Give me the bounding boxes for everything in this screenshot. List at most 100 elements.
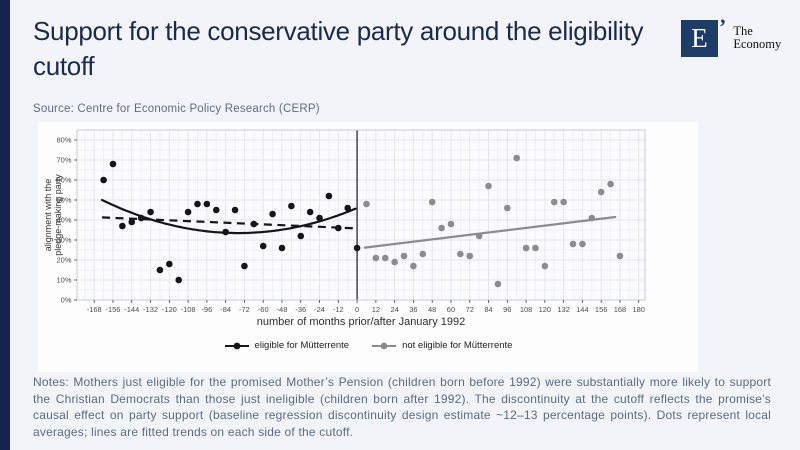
logo-name: The Economy: [733, 20, 781, 51]
x-tick-label: -60: [258, 305, 269, 314]
data-point-not-eligible: [419, 250, 427, 258]
x-tick-label: -168: [87, 305, 102, 314]
x-tick-label: -24: [314, 305, 325, 314]
legend-item-not-eligible: not eligible for Mütterrente: [371, 340, 512, 351]
chart-svg: -168 -156 -144 -132 -120 -108 -96 -84 -72 -60 -48-…: [43, 129, 646, 328]
data-point-not-eligible: [447, 220, 455, 228]
x-tick-label: 12: [372, 305, 380, 314]
chart-legend: eligible for Mütterrente not eligible fo…: [38, 340, 698, 351]
x-tick-label: -84: [220, 305, 231, 314]
y-axis-label: alignment with thepledge-making party: [43, 174, 63, 256]
data-point-eligible: [203, 200, 211, 208]
data-point-not-eligible: [597, 188, 605, 196]
x-tick-label: 156: [595, 305, 608, 314]
x-tick-label: -120: [162, 305, 177, 314]
data-point-eligible: [241, 262, 248, 270]
x-tick-label: 0: [355, 305, 359, 314]
data-point-not-eligible: [410, 262, 417, 270]
y-tick-label: 40%: [56, 216, 71, 225]
x-tick-label: 24: [390, 305, 398, 314]
logo-name-line2: Economy: [733, 37, 782, 51]
data-point-eligible: [306, 208, 314, 216]
data-point-not-eligible: [372, 254, 380, 262]
legend-symbol-not-eligible-icon: [372, 342, 397, 349]
data-point-eligible: [335, 224, 342, 232]
x-axis-label: number of months prior/after January 199…: [257, 316, 466, 328]
legend-symbol-eligible-icon: [224, 342, 249, 349]
data-point-not-eligible: [569, 240, 577, 248]
x-tick-label: 84: [484, 305, 492, 314]
data-point-eligible: [119, 222, 126, 230]
y-tick-label: 10%: [56, 276, 71, 285]
x-tick-label: -96: [201, 305, 212, 314]
y-tick-label: 70%: [56, 156, 71, 165]
data-point-eligible: [137, 214, 145, 222]
data-point-not-eligible: [550, 198, 558, 206]
data-point-not-eligible: [381, 254, 389, 262]
plot-panel: [77, 130, 645, 300]
data-point-eligible: [222, 228, 229, 236]
data-point-eligible: [269, 210, 276, 218]
x-tick-label: 60: [447, 305, 455, 314]
logo: E ’ The Economy: [681, 14, 781, 57]
data-point-not-eligible: [494, 280, 502, 288]
data-point-eligible: [325, 192, 333, 200]
data-point-eligible: [184, 208, 192, 216]
logo-name-line1: The: [733, 24, 753, 38]
legend-label-not-eligible: not eligible for Mütterrente: [402, 340, 513, 351]
data-point-eligible: [147, 208, 154, 216]
data-point-not-eligible: [616, 252, 624, 260]
y-tick-label: 80%: [56, 136, 71, 145]
data-point-not-eligible: [504, 204, 511, 212]
data-point-not-eligible: [428, 198, 436, 206]
data-point-not-eligible: [363, 200, 370, 208]
data-point-eligible: [156, 266, 164, 274]
x-tick-label: -108: [181, 305, 196, 314]
x-tick-label: -156: [105, 305, 120, 314]
data-point-eligible: [212, 206, 220, 214]
notes-text: Notes: Mothers just eligible for the pro…: [33, 375, 771, 439]
fit-line-not-eligible: [363, 215, 617, 249]
y-tick-label: 60%: [56, 176, 71, 185]
source-text: Source: Centre for Economic Policy Resea…: [33, 103, 320, 115]
data-point-not-eligible: [391, 258, 398, 266]
data-point-not-eligible: [560, 198, 567, 206]
data-point-not-eligible: [607, 180, 614, 188]
data-point-eligible: [128, 218, 136, 226]
logo-tick-mark: ’: [719, 14, 727, 39]
x-tick-label: 120: [539, 305, 552, 314]
data-point-eligible: [259, 242, 267, 250]
data-point-not-eligible: [457, 250, 464, 258]
logo-letter-box: E: [681, 20, 718, 57]
data-point-eligible: [288, 202, 295, 210]
data-point-not-eligible: [532, 244, 539, 252]
x-tick-label: -72: [239, 305, 250, 314]
x-tick-label: -48: [277, 305, 288, 314]
data-point-not-eligible: [400, 252, 408, 260]
y-tick-label: 20%: [56, 256, 71, 265]
x-tick-label: 72: [466, 305, 474, 314]
data-point-eligible: [166, 260, 173, 268]
x-tick-label: -12: [333, 305, 344, 314]
data-point-eligible: [194, 200, 201, 208]
x-tick-label: 144: [576, 305, 589, 314]
data-point-not-eligible: [475, 232, 483, 240]
data-point-not-eligible: [588, 214, 596, 222]
data-point-not-eligible: [541, 262, 549, 270]
fit-dashed-line-eligible: [101, 216, 358, 230]
data-point-not-eligible: [485, 182, 492, 190]
x-tick-label: 108: [520, 305, 533, 314]
data-point-eligible: [297, 232, 305, 240]
legend-label-eligible: eligible for Mütterrente: [254, 340, 350, 351]
data-point-eligible: [250, 220, 258, 228]
x-tick-label: 36: [409, 305, 417, 314]
data-point-eligible: [316, 214, 323, 222]
x-tick-label: -144: [124, 305, 139, 314]
data-point-eligible: [109, 160, 117, 168]
data-point-not-eligible: [513, 154, 520, 162]
data-point-eligible: [100, 176, 107, 184]
x-tick-label: -36: [295, 305, 306, 314]
chart-figure: -168 -156 -144 -132 -120 -108 -96 -84 -72 -60 -48-…: [38, 122, 698, 372]
legend-item-eligible: eligible for Mütterrente: [224, 340, 350, 351]
